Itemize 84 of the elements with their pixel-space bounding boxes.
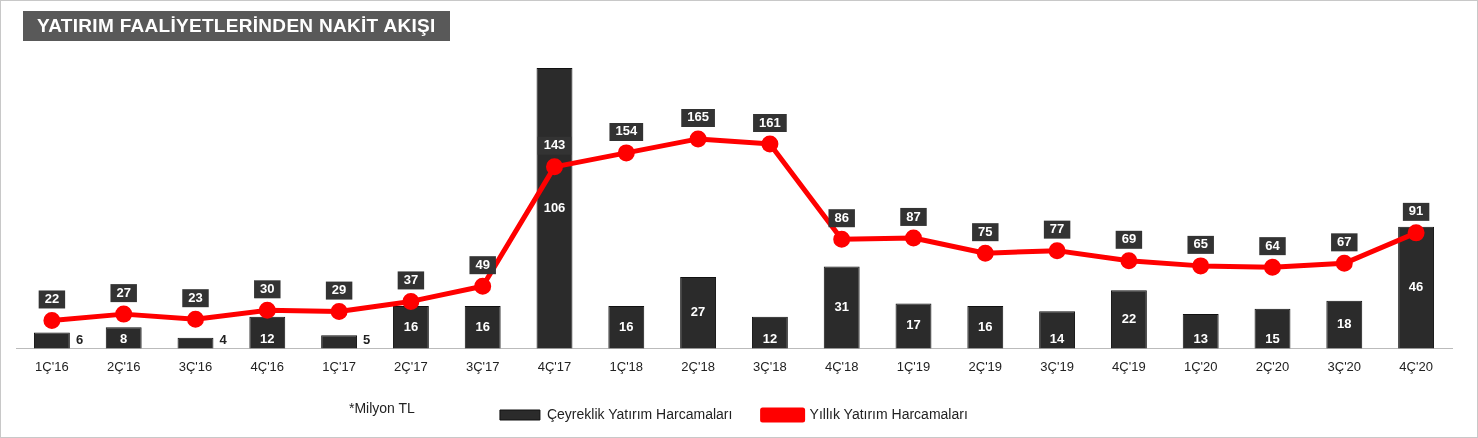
point: [1048, 242, 1066, 260]
point: [187, 310, 204, 328]
x-tick-label: 1Ç'17: [322, 358, 356, 374]
point: [258, 301, 276, 319]
point: [1192, 257, 1210, 275]
x-tick-label: 2Ç'16: [106, 358, 141, 374]
point: [546, 158, 563, 176]
data-label: 16: [978, 318, 993, 334]
text: *Milyon TL: [349, 400, 415, 416]
point: [1407, 224, 1425, 242]
data-label: 15: [1265, 330, 1280, 346]
data-label: 154: [615, 123, 638, 139]
x-tick-label: 4Ç'17: [537, 358, 572, 374]
chart-title: YATIRIM FAALİYETLERİNDEN NAKİT AKIŞI: [23, 11, 450, 41]
data-label: 49: [475, 256, 490, 272]
x-tick-label: 4Ç'19: [1112, 358, 1146, 374]
data-label: 161: [759, 114, 781, 130]
data-label: 16: [475, 318, 490, 334]
data-label: 12: [762, 330, 778, 346]
x-tick-label: 2Ç'19: [968, 358, 1003, 374]
data-label: 17: [906, 317, 921, 333]
x-tick-label: 4Ç'20: [1399, 358, 1433, 374]
point: [617, 144, 635, 162]
data-label: 69: [1121, 231, 1137, 247]
data-label: 106: [543, 199, 566, 215]
data-label: 64: [1265, 237, 1281, 253]
data-label: 18: [1337, 316, 1352, 332]
x-tick-label: 1Ç'16: [35, 358, 69, 374]
data-label: 16: [403, 318, 419, 334]
point: [43, 311, 61, 329]
data-label: 30: [260, 280, 275, 296]
data-label: 23: [188, 289, 203, 305]
data-label: 22: [44, 291, 60, 307]
x-tick-label: 2Ç'17: [394, 358, 428, 374]
data-label: 5: [363, 331, 371, 347]
point: [689, 130, 707, 148]
data-label: 91: [1408, 203, 1424, 219]
data-label: 165: [687, 109, 709, 125]
point: [761, 135, 779, 153]
data-label: 6: [75, 331, 84, 347]
data-label: 31: [834, 298, 849, 314]
point: [905, 229, 922, 247]
point: [115, 305, 133, 323]
x-tick-label: 3Ç'19: [1040, 358, 1074, 374]
data-label: 29: [331, 282, 347, 298]
x-tick-label: 2Ç'20: [1255, 358, 1290, 374]
legend-label: Çeyreklik Yatırım Harcamaları: [546, 405, 733, 422]
point: [1335, 254, 1353, 272]
data-label: 22: [1121, 310, 1137, 326]
x-tick-label: 4Ç'16: [250, 358, 285, 374]
x-tick-label: 3Ç'17: [465, 358, 500, 374]
data-label: 13: [1193, 330, 1208, 346]
x-tick-label: 3Ç'18: [753, 358, 787, 374]
x-tick-label: 2Ç'18: [681, 358, 715, 374]
point: [474, 277, 492, 295]
data-label: 27: [116, 284, 131, 300]
x-tick-label: 4Ç'18: [824, 358, 859, 374]
x-tick-label: 3Ç'20: [1327, 358, 1362, 374]
data-label: 86: [834, 209, 849, 225]
data-label: 87: [906, 208, 921, 224]
x-tick-label: 1Ç'18: [609, 358, 644, 374]
point: [402, 292, 420, 310]
data-label: 8: [120, 330, 128, 346]
point: [833, 230, 851, 248]
data-label: 12: [260, 330, 275, 346]
point: [976, 244, 994, 262]
data-label: 4: [219, 331, 228, 347]
legend-label: Yıllık Yatırım Harcamaları: [809, 405, 968, 422]
point: [1120, 252, 1138, 270]
data-label: 14: [1049, 330, 1066, 346]
data-label: 27: [690, 304, 706, 320]
data-label: 77: [1049, 221, 1065, 237]
point: [330, 303, 348, 321]
data-label: 46: [1408, 279, 1424, 295]
data-label: 143: [543, 137, 566, 153]
x-tick-label: 1Ç'20: [1183, 358, 1218, 374]
data-label: 75: [978, 223, 993, 239]
data-label: 65: [1193, 236, 1208, 252]
data-label: 67: [1337, 233, 1352, 249]
data-label: 16: [619, 318, 634, 334]
data-label: 37: [403, 272, 419, 287]
point: [1264, 258, 1281, 276]
x-tick-label: 1Ç'19: [896, 358, 931, 374]
x-tick-label: 3Ç'16: [178, 358, 213, 374]
